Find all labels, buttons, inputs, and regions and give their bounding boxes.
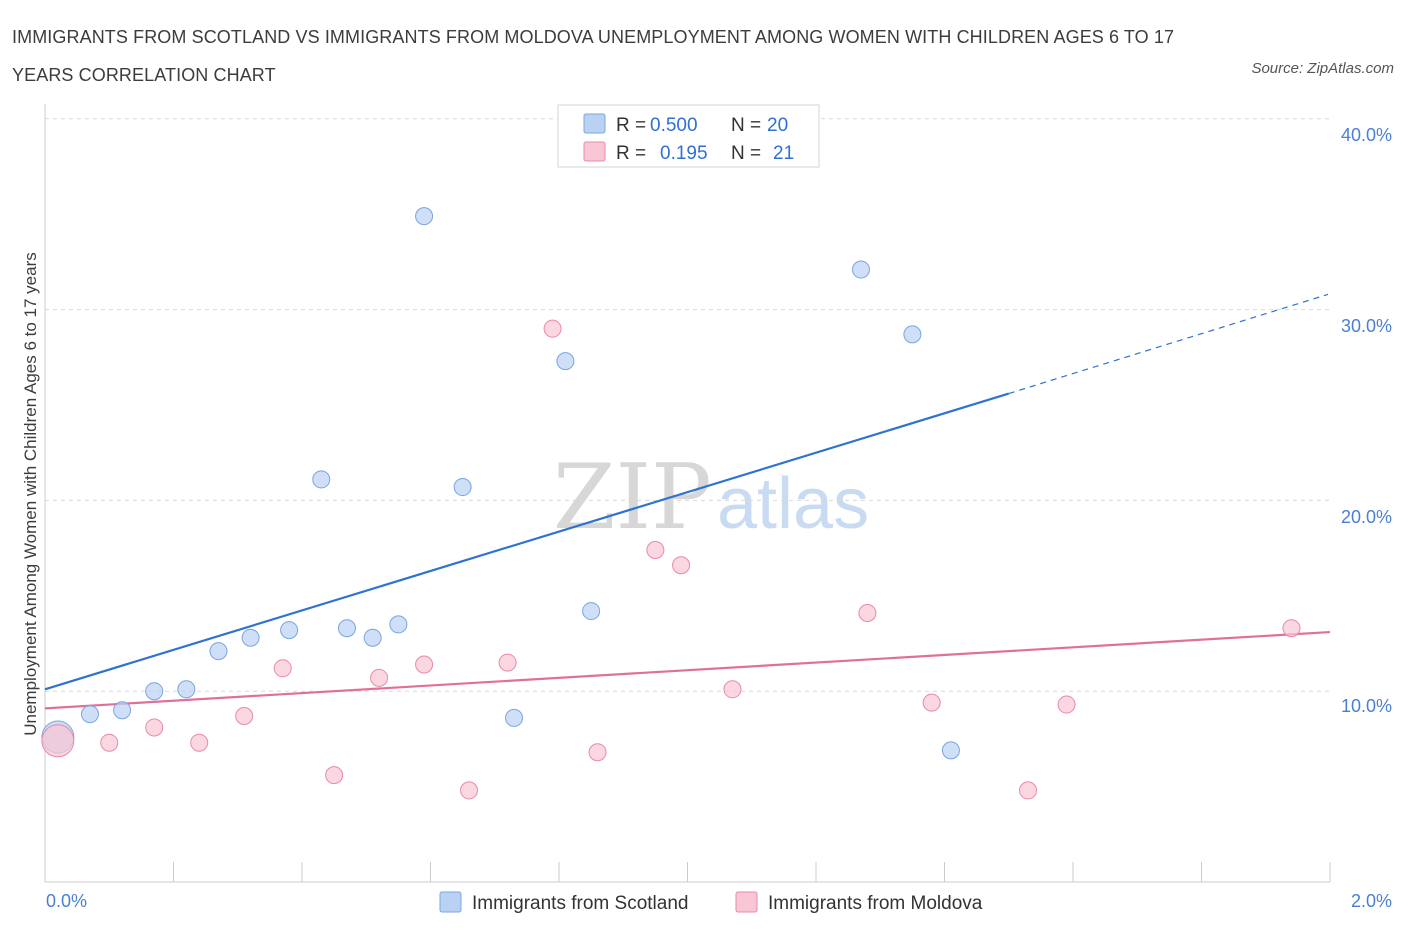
series-legend-swatch-scotland <box>439 891 462 913</box>
scotland-point <box>280 621 299 640</box>
series-legend-label-moldova: Immigrants from Moldova <box>768 893 983 914</box>
moldova-point <box>325 766 344 785</box>
moldova-point <box>415 655 434 674</box>
legend-n-value-moldova: 21 <box>773 143 794 164</box>
legend-swatch-moldova <box>583 141 606 162</box>
moldova-point <box>145 718 164 737</box>
moldova-point <box>646 541 665 560</box>
y-tick-label: 20.0% <box>1341 507 1392 527</box>
moldova-point <box>190 733 209 752</box>
data-points <box>41 207 1301 800</box>
moldova-point <box>370 668 389 687</box>
moldova-point <box>41 724 75 758</box>
scotland-point <box>556 352 575 371</box>
legend-swatch-scotland <box>583 113 606 134</box>
y-tick-label: 10.0% <box>1341 696 1392 716</box>
moldova-point <box>588 743 607 762</box>
moldova-point <box>460 781 479 800</box>
moldova-point <box>1282 619 1301 638</box>
legend-r-value-scotland: 0.500 <box>650 115 698 136</box>
x-tick-label: 2.0% <box>1351 891 1392 911</box>
scotland-point <box>582 602 601 621</box>
watermark-atlas: atlas <box>717 464 869 544</box>
series-legend-label-scotland: Immigrants from Scotland <box>472 893 688 914</box>
y-tick-label: 30.0% <box>1341 316 1392 336</box>
correlation-legend: R = 0.500 N = 20 R = 0.195 N = 21 <box>557 104 820 168</box>
x-tick-label: 0.0% <box>46 891 87 911</box>
scotland-point <box>312 470 331 489</box>
legend-n-label: N = <box>731 115 761 136</box>
axes <box>44 104 1331 883</box>
legend-r-label: R = <box>616 143 646 164</box>
y-tick-label: 40.0% <box>1341 125 1392 145</box>
scotland-point <box>113 701 132 720</box>
scotland-point <box>453 478 472 497</box>
scotland-point <box>177 680 196 699</box>
legend-r-label: R = <box>616 115 646 136</box>
scotland-point <box>337 619 356 638</box>
scotland-point <box>209 642 228 661</box>
scotland-point <box>415 207 434 226</box>
moldova-point <box>235 707 254 726</box>
moldova-trend-line <box>44 630 1331 710</box>
y-axis-label: Unemployment Among Women with Children A… <box>21 252 40 736</box>
moldova-point <box>858 603 877 622</box>
moldova-point <box>922 693 941 712</box>
legend-r-value-moldova: 0.195 <box>660 143 708 164</box>
source-label: Source: ZipAtlas.com <box>1251 60 1394 77</box>
scotland-point <box>241 628 260 647</box>
moldova-point <box>543 319 562 338</box>
scotland-point <box>145 682 164 701</box>
moldova-point <box>672 556 691 575</box>
scotland-point <box>903 325 922 344</box>
legend-n-label: N = <box>731 143 761 164</box>
moldova-point <box>273 659 292 678</box>
scotland-trend-line <box>44 392 1010 691</box>
series-legend: Immigrants from Scotland Immigrants from… <box>439 891 983 914</box>
scotland-point <box>941 741 960 760</box>
watermark-zip: ZIP <box>553 445 712 550</box>
scotland-point <box>363 628 382 647</box>
moldova-point <box>100 733 119 752</box>
scotland-point <box>389 615 408 634</box>
trend-lines <box>44 293 1331 710</box>
scotland-point <box>80 705 99 724</box>
scotland-point <box>505 708 524 727</box>
scotland-point <box>851 260 870 279</box>
series-legend-swatch-moldova <box>735 891 758 913</box>
moldova-point <box>723 680 742 699</box>
legend-n-value-scotland: 20 <box>767 115 788 136</box>
scotland-trend-extension <box>1008 293 1329 395</box>
moldova-point <box>498 653 517 672</box>
moldova-point <box>1019 781 1038 800</box>
grid-lines <box>45 118 1330 692</box>
chart-title: IMMIGRANTS FROM SCOTLAND VS IMMIGRANTS F… <box>12 27 1175 85</box>
moldova-point <box>1057 695 1076 714</box>
